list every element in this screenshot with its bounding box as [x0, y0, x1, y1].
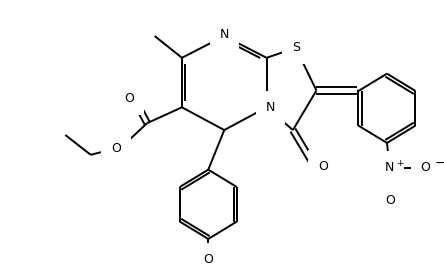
Text: N: N: [385, 161, 394, 174]
Text: O: O: [385, 194, 395, 207]
Text: +: +: [396, 159, 404, 168]
Text: O: O: [420, 161, 430, 174]
Text: O: O: [124, 92, 134, 105]
Text: O: O: [111, 143, 121, 155]
Text: O: O: [203, 253, 213, 266]
Text: O: O: [318, 160, 328, 173]
Text: S: S: [292, 41, 300, 54]
Text: −: −: [435, 157, 444, 170]
Text: N: N: [220, 28, 229, 41]
Text: N: N: [266, 101, 275, 114]
